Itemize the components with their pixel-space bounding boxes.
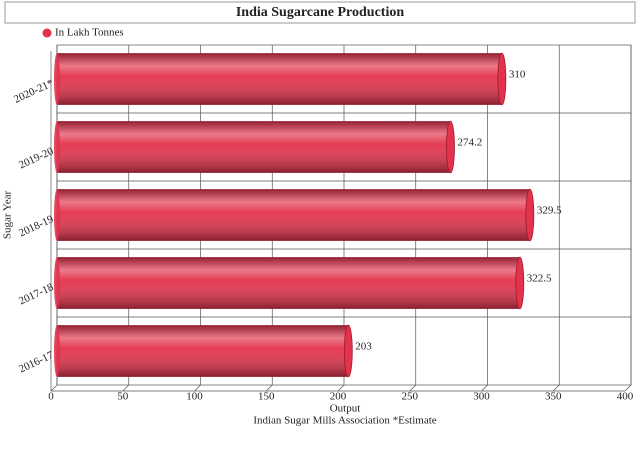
bar-group: [54, 324, 353, 378]
x-tick-label: 150: [258, 391, 275, 403]
legend-marker: [42, 28, 52, 38]
data-label: 322.5: [527, 273, 552, 285]
bar-cap: [446, 120, 455, 174]
bar-group: [54, 256, 525, 310]
data-label: 310: [509, 69, 526, 81]
y-tick-label: 2019-20: [17, 145, 56, 172]
x-tick-label: 400: [617, 391, 634, 403]
x-tick-label: 200: [330, 391, 347, 403]
bar-shading: [57, 53, 502, 105]
bar-cap: [343, 324, 353, 378]
x-tick-label: 0: [48, 391, 54, 403]
legend-label: In Lakh Tonnes: [55, 27, 124, 39]
chart-title: India Sugarcane Production: [236, 5, 405, 20]
bar-group: [54, 188, 535, 242]
bar-shading: [57, 325, 349, 377]
y-tick-label: 2016-17: [17, 349, 56, 376]
grid-line: [50, 384, 58, 392]
bar-base: [54, 325, 60, 377]
grid-line: [481, 384, 488, 392]
grid-line: [409, 384, 416, 392]
x-tick-label: 50: [117, 391, 129, 403]
y-tick-label: 2017-18: [17, 281, 56, 308]
grid-line: [266, 384, 273, 392]
bar-base: [54, 257, 60, 309]
bar-shading: [57, 257, 520, 309]
bar-base: [54, 53, 60, 105]
grid-line: [553, 384, 560, 392]
y-tick-label: 2018-19: [17, 213, 56, 240]
caption: Indian Sugar Mills Association *Estimate: [253, 415, 436, 427]
x-tick-label: 350: [545, 391, 562, 403]
grid-line: [194, 384, 201, 392]
grid-line: [624, 384, 632, 392]
y-tick-label: 2020-21*: [12, 77, 55, 106]
bar-group: [54, 52, 507, 106]
x-tick-label: 100: [186, 391, 203, 403]
x-axis-title: Output: [330, 403, 361, 415]
data-label: 203: [355, 341, 372, 353]
bar-group: [54, 120, 455, 174]
bar-shading: [57, 121, 451, 173]
y-axis-title: Sugar Year: [2, 191, 14, 240]
bar-cap: [497, 52, 507, 106]
data-label: 274.2: [457, 137, 482, 149]
data-label: 329.5: [537, 205, 562, 217]
grid-line: [122, 384, 129, 392]
bar-cap: [525, 188, 535, 242]
bar-shading: [57, 189, 530, 241]
grid-line: [337, 384, 345, 392]
x-tick-label: 250: [402, 391, 419, 403]
title-box: [4, 1, 636, 24]
bar-cap: [515, 256, 525, 310]
bar-base: [54, 189, 60, 241]
bar-base: [54, 121, 60, 173]
x-tick-label: 300: [473, 391, 490, 403]
